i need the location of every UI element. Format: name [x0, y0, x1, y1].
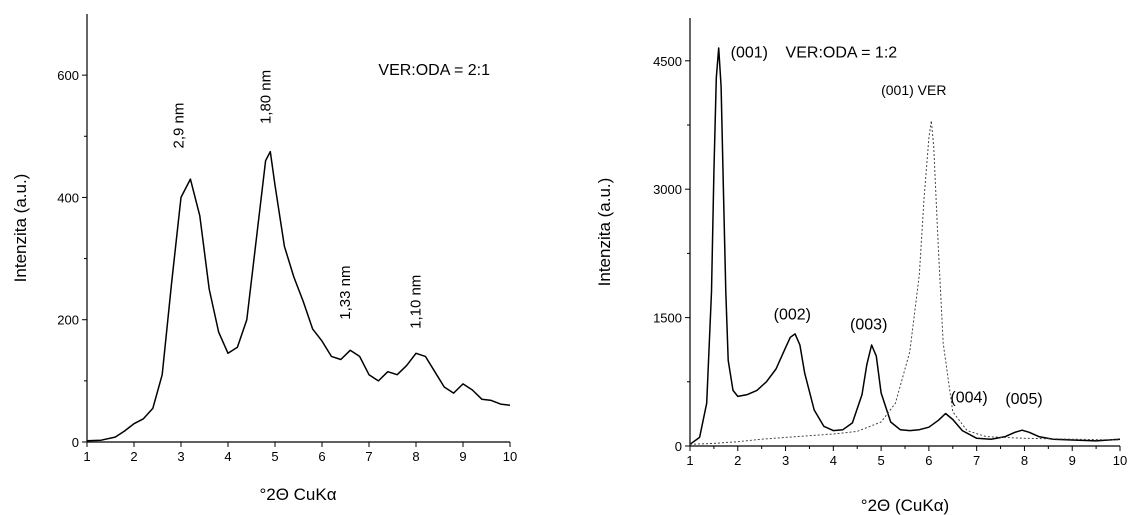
annotation: VER:ODA = 1:2 [786, 44, 898, 61]
y-tick-label: 200 [57, 313, 79, 328]
chart-2: 1 2 3 4 5 6 7 8 9 10 0 1500 3000 4500 °2Θ (CuKα) Intenz… [595, 18, 1127, 515]
x-tick-label: 5 [271, 449, 278, 464]
x-tick-label: 4 [224, 449, 231, 464]
x-tick-label: 6 [318, 449, 325, 464]
y-axis-label: Intenzita (a.u.) [11, 174, 30, 283]
x-axis-label: °2Θ (CuKα) [861, 496, 949, 515]
y-tick-label: 600 [57, 68, 79, 83]
annotation: (005) [1005, 391, 1042, 408]
y-tick-label: 4500 [653, 54, 682, 69]
chart-1: 1 2 3 4 5 6 7 8 9 10 0 200 400 600 °2Θ CuKα Intenzita (… [11, 14, 517, 504]
annotation: 1,10 nm [408, 275, 425, 329]
annotation: (002) [774, 306, 811, 323]
x-tick-label: 3 [177, 449, 184, 464]
y-tick-label: 0 [72, 435, 79, 450]
annotation: 2,9 nm [170, 103, 187, 149]
annotation: (004) [950, 389, 987, 406]
x-tick-label: 1 [83, 449, 90, 464]
x-tick-label: 7 [365, 449, 372, 464]
x-tick-label: 2 [734, 453, 741, 468]
annotation: (003) [850, 317, 887, 334]
annotation: VER:ODA = 2:1 [378, 62, 490, 79]
series-line [86, 150, 511, 442]
annotation: 1,33 nm [337, 266, 354, 320]
annotation: (001) VER [881, 82, 946, 98]
x-tick-label: 5 [877, 453, 884, 468]
x-tick-label: 9 [1069, 453, 1076, 468]
y-tick-label: 0 [675, 439, 682, 454]
x-tick-label: 3 [782, 453, 789, 468]
series-line [689, 47, 1121, 445]
x-tick-label: 10 [503, 449, 517, 464]
x-tick-label: 8 [1021, 453, 1028, 468]
x-tick-label: 7 [973, 453, 980, 468]
x-tick-label: 1 [686, 453, 693, 468]
x-tick-label: 2 [130, 449, 137, 464]
x-tick-label: 9 [459, 449, 466, 464]
y-tick-label: 400 [57, 190, 79, 205]
y-tick-label: 1500 [653, 311, 682, 326]
y-axis-label: Intenzita (a.u.) [595, 178, 614, 287]
x-tick-label: 4 [830, 453, 837, 468]
series-line-dotted [689, 120, 1121, 445]
annotation: (001) [731, 44, 768, 61]
x-tick-label: 6 [925, 453, 932, 468]
x-tick-label: 8 [412, 449, 419, 464]
x-axis-label: °2Θ CuKα [259, 485, 336, 504]
annotation: 1,80 nm [257, 70, 274, 124]
y-tick-label: 3000 [653, 182, 682, 197]
x-tick-label: 10 [1113, 453, 1127, 468]
